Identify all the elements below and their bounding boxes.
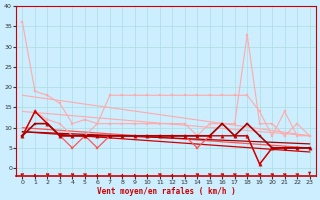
X-axis label: Vent moyen/en rafales ( km/h ): Vent moyen/en rafales ( km/h ) bbox=[97, 187, 236, 196]
